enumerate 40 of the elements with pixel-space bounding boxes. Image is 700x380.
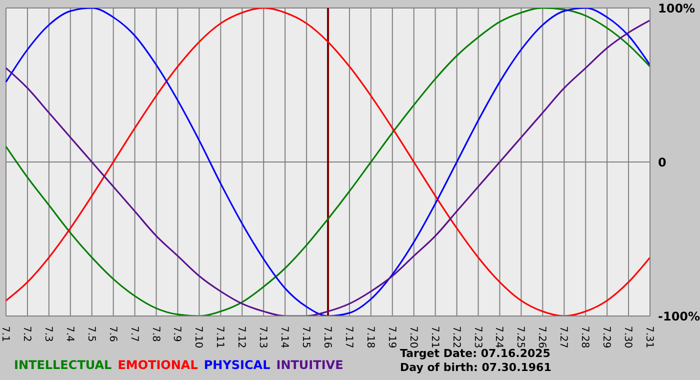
text: Day of birth: 07.30.1961 (400, 361, 552, 375)
x-tick-label: 7.15 (300, 326, 312, 348)
x-tick-label: 7.26 (536, 326, 548, 348)
x-tick-label: 7.30 (622, 326, 634, 348)
x-tick-label: 7.8 (150, 326, 161, 342)
x-tick-label: 7.21 (428, 326, 440, 348)
x-tick-label: 7.25 (514, 326, 526, 348)
x-tick-label: 7.28 (579, 326, 590, 348)
text: EMOTIONAL (118, 358, 198, 372)
x-tick-label: 7.13 (257, 326, 268, 348)
x-tick-label: 7.22 (450, 326, 462, 348)
text: INTELLECTUAL (14, 358, 112, 372)
x-tick-label: 7.10 (192, 326, 204, 348)
x-tick-label: 7.27 (558, 326, 569, 348)
x-tick-label: 7.7 (128, 326, 140, 342)
x-tick-label: 7.4 (64, 326, 75, 342)
x-tick-label: 7.14 (278, 326, 290, 348)
text: PHYSICAL (204, 358, 270, 372)
x-tick-label: 7.9 (171, 326, 182, 342)
x-tick-label: 7.16 (322, 326, 332, 348)
x-tick-label: 7.17 (342, 326, 354, 348)
x-tick-label: 7.29 (600, 326, 612, 348)
x-tick-label: 7.20 (407, 326, 418, 348)
text: INTUITIVE (276, 358, 344, 372)
x-tick-label: 7.5 (85, 326, 96, 342)
x-tick-label: 7.18 (364, 326, 376, 348)
x-tick-label: 7.11 (214, 326, 226, 348)
x-tick-label: 7.1 (0, 326, 10, 342)
y-tick-label: 0 (658, 155, 666, 170)
y-tick-label: -100% (658, 309, 700, 324)
x-tick-label: 7.6 (106, 326, 118, 342)
x-tick-label: 7.12 (236, 326, 247, 348)
x-tick-label: 7.3 (42, 326, 54, 342)
x-tick-label: 7.2 (20, 326, 32, 342)
y-tick-label: 100% (658, 1, 696, 16)
x-tick-label: 7.24 (493, 326, 504, 348)
x-tick-label: 7.19 (386, 326, 397, 348)
x-tick-label: 7.23 (472, 326, 483, 348)
text: Target Date: 07.16.2025 (400, 347, 552, 361)
x-tick-label: 7.31 (644, 326, 654, 348)
